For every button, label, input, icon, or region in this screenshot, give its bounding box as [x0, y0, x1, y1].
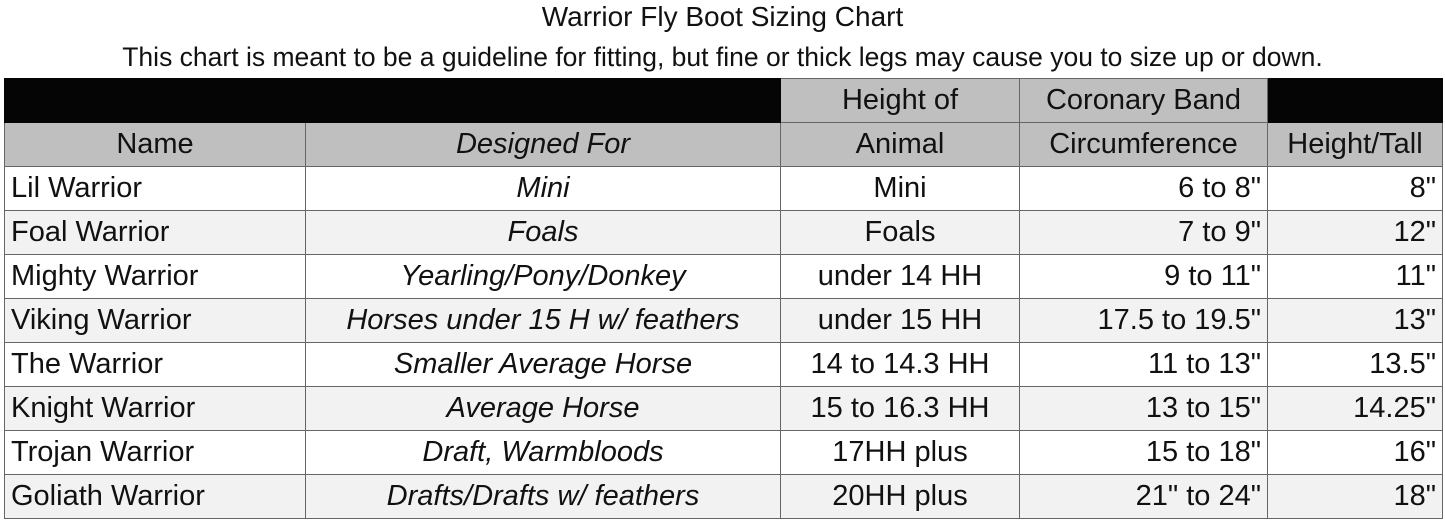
cell-height-tall: 8" [1267, 166, 1443, 211]
header-coronary-band: Coronary Band [1019, 78, 1268, 123]
cell-height-tall: 16" [1267, 430, 1443, 475]
header-animal: Animal [780, 122, 1020, 167]
header-black-band-right [1267, 78, 1443, 123]
cell-designed-for: Draft, Warmbloods [305, 430, 781, 475]
cell-designed-for: Horses under 15 H w/ feathers [305, 298, 781, 343]
cell-designed-for: Foals [305, 210, 781, 255]
table-row: Goliath Warrior Drafts/Drafts w/ feathers… [4, 474, 1443, 519]
cell-height-of-animal: 15 to 16.3 HH [780, 386, 1020, 431]
header-black-band [4, 78, 781, 123]
cell-height-of-animal: 17HH plus [780, 430, 1020, 475]
header-name: Name [4, 122, 306, 167]
cell-designed-for: Average Horse [305, 386, 781, 431]
cell-coronary-band: 11 to 13" [1019, 342, 1268, 387]
cell-coronary-band: 6 to 8" [1019, 166, 1268, 211]
cell-name: Lil Warrior [4, 166, 306, 211]
cell-name: Foal Warrior [4, 210, 306, 255]
header-circumference: Circumference [1019, 122, 1268, 167]
cell-coronary-band: 21" to 24" [1019, 474, 1268, 519]
cell-height-tall: 11" [1267, 254, 1443, 299]
cell-height-tall: 13" [1267, 298, 1443, 343]
header-height-tall: Height/Tall [1267, 122, 1443, 167]
cell-height-of-animal: 14 to 14.3 HH [780, 342, 1020, 387]
table-row: Trojan Warrior Draft, Warmbloods 17HH plus… [4, 430, 1443, 475]
cell-designed-for: Mini [305, 166, 781, 211]
table-row: Mighty Warrior Yearling/Pony/Donkey under … [4, 254, 1443, 299]
table-row: Lil Warrior Mini Mini 6 to 8" 8" [4, 166, 1443, 211]
cell-name: Trojan Warrior [4, 430, 306, 475]
cell-coronary-band: 7 to 9" [1019, 210, 1268, 255]
cell-designed-for: Smaller Average Horse [305, 342, 781, 387]
cell-name: Goliath Warrior [4, 474, 306, 519]
cell-designed-for: Drafts/Drafts w/ feathers [305, 474, 781, 519]
cell-coronary-band: 9 to 11" [1019, 254, 1268, 299]
cell-coronary-band: 15 to 18" [1019, 430, 1268, 475]
cell-height-of-animal: Mini [780, 166, 1020, 211]
table-row: Viking Warrior Horses under 15 H w/ feath… [4, 298, 1443, 343]
sizing-table: Height of Coronary Band Name Designed Fo… [4, 78, 1443, 519]
chart-subtitle: This chart is meant to be a guideline fo… [122, 42, 1323, 72]
table-row: Foal Warrior Foals Foals 7 to 9" 12" [4, 210, 1443, 255]
cell-coronary-band: 17.5 to 19.5" [1019, 298, 1268, 343]
header-row-top: Height of Coronary Band [4, 78, 1443, 123]
cell-height-of-animal: Foals [780, 210, 1020, 255]
cell-designed-for: Yearling/Pony/Donkey [305, 254, 781, 299]
cell-height-tall: 12" [1267, 210, 1443, 255]
cell-name: Viking Warrior [4, 298, 306, 343]
cell-coronary-band: 13 to 15" [1019, 386, 1268, 431]
header-row: Name Designed For Animal Circumference H… [4, 122, 1443, 167]
cell-name: Mighty Warrior [4, 254, 306, 299]
table-row: Knight Warrior Average Horse 15 to 16.3 HH… [4, 386, 1443, 431]
cell-height-tall: 18" [1267, 474, 1443, 519]
cell-height-of-animal: 20HH plus [780, 474, 1020, 519]
table-row: The Warrior Smaller Average Horse 14 to 14… [4, 342, 1443, 387]
cell-height-tall: 14.25" [1267, 386, 1443, 431]
chart-title: Warrior Fly Boot Sizing Chart [541, 1, 904, 32]
cell-name: Knight Warrior [4, 386, 306, 431]
header-height-of-animal: Height of [780, 78, 1020, 123]
cell-height-of-animal: under 15 HH [780, 298, 1020, 343]
cell-height-tall: 13.5" [1267, 342, 1443, 387]
header-designed-for: Designed For [305, 122, 781, 167]
cell-height-of-animal: under 14 HH [780, 254, 1020, 299]
cell-name: The Warrior [4, 342, 306, 387]
